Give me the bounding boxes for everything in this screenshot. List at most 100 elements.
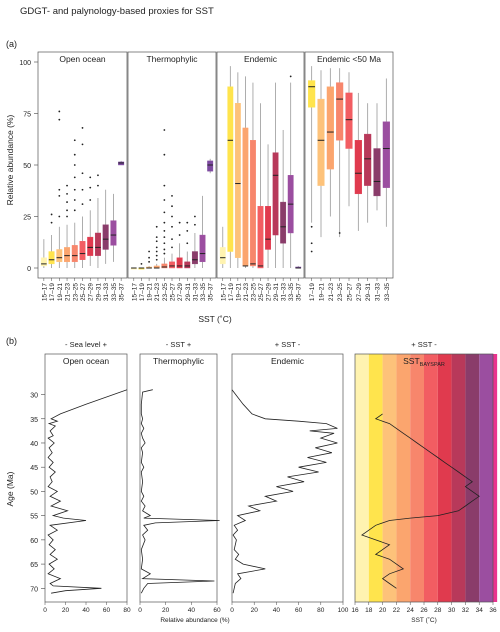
series-line	[231, 389, 338, 594]
y-tick-label: 25	[23, 215, 31, 222]
y-tick-label: 0	[27, 266, 31, 273]
outlier-point	[194, 215, 196, 218]
x-tick-label: 23–25	[72, 283, 79, 301]
outlier-point	[163, 211, 166, 214]
box	[169, 261, 175, 269]
x-tick-label: 20	[162, 607, 170, 614]
box	[48, 251, 55, 265]
facet-header: - SST +	[166, 340, 192, 349]
y-tick-label: 75	[23, 112, 31, 119]
y-tick-label: 60	[30, 538, 38, 545]
x-tick-label: 21–23	[154, 283, 161, 301]
outlier-point	[171, 225, 173, 228]
x-tick-label: 25–27	[347, 283, 354, 301]
box	[317, 98, 325, 186]
x-tick-label: 25–27	[80, 283, 87, 301]
sst-band	[493, 354, 498, 602]
outlier-point	[148, 256, 150, 259]
x-tick-label: 29–31	[365, 283, 372, 301]
outlier-point	[50, 213, 53, 216]
y-tick-label: 55	[30, 514, 38, 521]
outlier-point	[66, 209, 68, 212]
outlier-point	[66, 201, 68, 203]
x-tick-label: 29–31	[273, 283, 280, 301]
box	[110, 220, 117, 246]
x-tick-label: 17–19	[139, 283, 146, 301]
panel-b-label: (b)	[6, 336, 17, 346]
box	[207, 160, 214, 172]
x-tick-label: 27–29	[177, 283, 184, 301]
x-axis-label: SST (˚C)	[198, 314, 232, 324]
box	[257, 205, 264, 269]
outlier-point	[310, 242, 313, 245]
outlier-point	[163, 248, 166, 251]
facet-title: Open ocean	[63, 356, 110, 366]
x-tick-label: 100	[338, 607, 349, 614]
sst-band	[396, 354, 411, 602]
x-tick-label: 27–29	[88, 283, 95, 301]
x-tick-label: 17–19	[309, 283, 316, 301]
facet-title: Endemic	[271, 356, 305, 366]
box	[71, 245, 78, 263]
x-tick-label: 27–29	[356, 283, 363, 301]
outlier-point	[163, 184, 166, 187]
outlier-point	[73, 199, 76, 201]
box	[102, 224, 109, 250]
box	[234, 102, 241, 258]
outlier-point	[97, 184, 99, 187]
x-tick-label: 80	[317, 607, 325, 614]
box	[227, 86, 234, 252]
figure-title: GDGT- and palynology-based proxies for S…	[20, 6, 214, 17]
sst-band	[465, 354, 480, 602]
box	[87, 236, 94, 256]
x-tick-label: 40	[82, 607, 90, 614]
box	[345, 92, 353, 149]
x-tick-label: 19–21	[319, 283, 326, 301]
x-tick-label: 33–35	[288, 283, 295, 301]
x-tick-label: 60	[295, 607, 303, 614]
outlier-point	[155, 225, 158, 228]
box	[161, 263, 168, 269]
outlier-point	[338, 232, 341, 234]
series-line	[361, 413, 480, 589]
outlier-point	[163, 242, 166, 245]
outlier-point	[155, 246, 158, 249]
outlier-point	[163, 199, 166, 201]
x-tick-label: 40	[273, 607, 281, 614]
x-tick-label: 21–23	[243, 283, 250, 301]
x-tick-label: 15–17	[131, 283, 138, 301]
box	[272, 152, 279, 236]
x-tick-label: 21–23	[328, 283, 335, 301]
x-tick-label: 25–27	[258, 283, 265, 301]
x-tick-label: 31–33	[103, 283, 110, 301]
outlier-point	[155, 236, 158, 239]
outlier-point	[81, 203, 84, 206]
outlier-point	[178, 221, 181, 224]
y-axis-label: Age (Ma)	[5, 471, 15, 506]
outlier-point	[81, 188, 84, 191]
x-tick-label: 32	[462, 607, 470, 614]
outlier-point	[163, 230, 166, 232]
facet-header: + SST -	[411, 340, 437, 349]
box	[40, 257, 47, 267]
x-tick-label: 23–25	[250, 283, 257, 301]
y-axis-label: Relative abundance (%)	[5, 114, 15, 205]
x-tick-label: 25–27	[170, 283, 177, 301]
outlier-point	[58, 215, 61, 218]
box	[354, 140, 362, 195]
sst-band	[382, 354, 397, 602]
x-tick-label: 40	[188, 607, 196, 614]
x-tick-label: 30	[448, 607, 456, 614]
outlier-point	[81, 172, 84, 175]
outlier-point	[194, 223, 196, 226]
outlier-point	[50, 221, 53, 224]
box	[336, 82, 344, 141]
outlier-point	[289, 75, 292, 78]
box	[308, 80, 316, 108]
x-tick-label: 31–33	[375, 283, 382, 301]
outlier-point	[163, 236, 166, 239]
outlier-point	[73, 176, 76, 179]
box	[326, 86, 334, 170]
outlier-point	[171, 238, 173, 241]
sst-band	[451, 354, 466, 602]
